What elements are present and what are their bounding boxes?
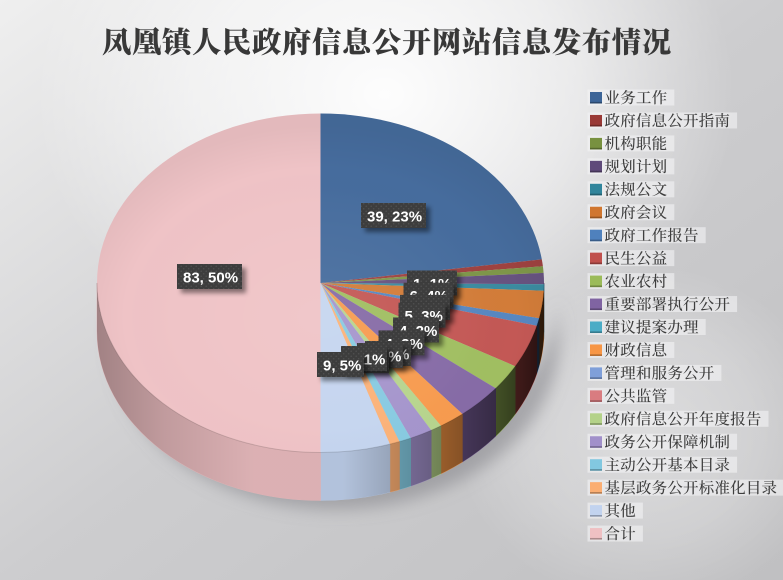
svg-text:9, 5%: 9, 5% — [323, 358, 361, 375]
svg-text:83, 50%: 83, 50% — [183, 270, 238, 287]
svg-text:39, 23%: 39, 23% — [367, 209, 422, 226]
